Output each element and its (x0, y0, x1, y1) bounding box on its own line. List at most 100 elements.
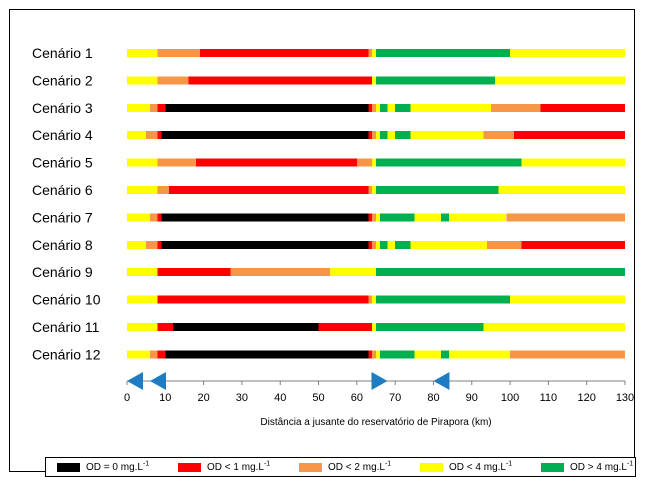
bar-segment (483, 323, 625, 331)
bar-segment (318, 323, 373, 331)
bar-segment (372, 76, 376, 85)
bar-segment (448, 213, 507, 222)
bar-segment (165, 350, 369, 359)
x-tick-label: 80 (427, 392, 439, 404)
row-label: Cenário 2 (32, 72, 93, 88)
bar-segment (127, 240, 147, 249)
bar-segment (157, 186, 170, 194)
legend-swatch (541, 463, 564, 472)
row-label: Cenário 12 (32, 346, 101, 362)
bar-segment (127, 49, 158, 57)
bar-segment (376, 268, 625, 277)
bar-segment (368, 350, 373, 359)
bar-segment (372, 158, 376, 167)
bar-segment (127, 213, 150, 222)
legend-label: OD < 1 mg.L-1 (207, 460, 271, 473)
bar-segment (149, 103, 158, 112)
bar-segment (376, 213, 380, 222)
x-tick-label: 130 (616, 392, 634, 404)
bar-segment (387, 131, 396, 140)
bar-segment (387, 240, 396, 249)
bar-segment (165, 103, 369, 112)
bar-segment (172, 323, 319, 331)
bar-segment (379, 103, 388, 112)
bar-segment (376, 295, 511, 304)
bar-segment (368, 103, 373, 112)
bar-segment (195, 158, 357, 167)
bar-segment (513, 131, 625, 140)
bar-segment (230, 268, 331, 277)
legend: OD = 0 mg.L-1 OD < 1 mg.L-1 OD < 2 mg.L-1 O… (45, 457, 636, 477)
bar-segment (487, 240, 522, 249)
x-tick-label: 110 (540, 392, 558, 404)
reservoir-marker-icon (371, 372, 388, 390)
bar-segment (127, 268, 158, 277)
reservoir-marker-icon (433, 372, 450, 390)
bar-segment (127, 295, 158, 304)
bar-segment (146, 131, 158, 140)
bar-segment (494, 76, 625, 85)
bar-segment (506, 213, 625, 222)
bar-segment (157, 323, 173, 331)
x-tick-label: 60 (351, 392, 363, 404)
bar-segment (368, 213, 373, 222)
bar-segment (368, 295, 373, 304)
figure-frame: Cenário 1 Cenário 2 Cenário 3 Cenário 4 Cená… (9, 9, 636, 477)
x-tick-label: 20 (197, 392, 209, 404)
od-profile-chart: Cenário 1 Cenário 2 Cenário 3 Cenário 4 Cená… (32, 45, 634, 428)
bar-segment (188, 76, 373, 85)
bar-segment (410, 103, 491, 112)
row-label: Cenário 1 (32, 45, 93, 61)
bar-segment (127, 186, 158, 194)
bar-segment (521, 158, 625, 167)
x-tick-label: 120 (578, 392, 596, 404)
x-tick-label: 70 (389, 392, 401, 404)
bar-segment (127, 323, 158, 331)
row-label: Cenário 9 (32, 264, 93, 280)
bar-segment (376, 49, 511, 57)
x-tick-label: 10 (159, 392, 171, 404)
bar-segment (330, 268, 376, 277)
bar-segment (510, 295, 625, 304)
bar-segment (376, 186, 499, 194)
x-tick-label: 40 (274, 392, 286, 404)
bar-segment (448, 350, 511, 359)
bar-segment (127, 158, 158, 167)
bar-segment (157, 158, 196, 167)
bar-segment (149, 350, 158, 359)
bar-segment (157, 295, 369, 304)
legend-label: OD = 0 mg.L-1 (86, 460, 150, 473)
bar-segment (379, 213, 415, 222)
bar-segment (521, 240, 625, 249)
legend-swatch (178, 463, 201, 472)
bar-segment (157, 240, 162, 249)
bar-segment (368, 240, 373, 249)
bar-segment (127, 76, 158, 85)
bar-segment (372, 213, 376, 222)
row-label: Cenário 4 (32, 127, 93, 143)
bar-segment (376, 350, 380, 359)
bar-segment (199, 49, 369, 57)
bar-segment (372, 103, 376, 112)
bar-segment (161, 131, 369, 140)
bar-segment (372, 240, 376, 249)
bar-segment (149, 213, 158, 222)
x-tick-label: 30 (236, 392, 248, 404)
bar-segment (356, 158, 373, 167)
bar-segment (379, 131, 388, 140)
bar-segment (376, 76, 495, 85)
x-tick-label: 0 (124, 392, 130, 404)
bar-segment (157, 213, 162, 222)
row-label: Cenário 5 (32, 155, 93, 171)
bar-segment (483, 131, 514, 140)
row-label: Cenário 7 (32, 209, 93, 225)
bar-segment (379, 350, 415, 359)
bar-segment (379, 240, 388, 249)
bar-segment (157, 268, 231, 277)
bar-segment (368, 49, 373, 57)
bar-segment (372, 350, 376, 359)
bar-segment (157, 350, 166, 359)
bar-segment (395, 131, 411, 140)
legend-swatch (57, 463, 80, 472)
bar-segment (414, 350, 442, 359)
